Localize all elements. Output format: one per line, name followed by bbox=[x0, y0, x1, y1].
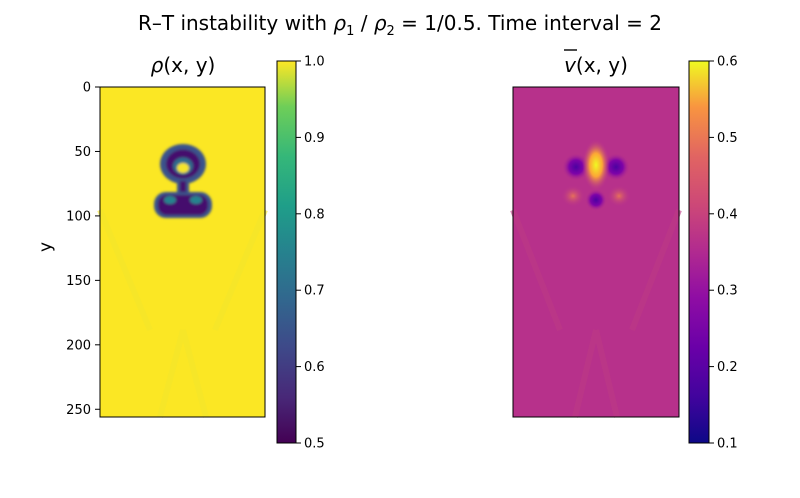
density-y-tick-label: 250 bbox=[66, 403, 91, 418]
density-y-tick-label: 0 bbox=[83, 81, 91, 96]
density-y-axis: 0 50 100 150 200 250 bbox=[66, 81, 100, 418]
density-y-tick-label: 100 bbox=[66, 209, 91, 224]
colorbar-tick-label: 0.2 bbox=[717, 360, 738, 375]
colorbar-tick-label: 0.6 bbox=[717, 55, 738, 70]
colorbar-tick-label: 1.0 bbox=[304, 55, 325, 70]
colorbar-tick-label: 0.6 bbox=[304, 360, 325, 375]
colorbar-tick-label: 0.7 bbox=[304, 284, 325, 299]
density-colorbar: 0.5 0.6 0.7 0.8 0.9 1.0 bbox=[276, 55, 325, 452]
density-y-tick-label: 50 bbox=[74, 145, 91, 160]
density-panel-title: ρ(x, y) bbox=[151, 53, 216, 77]
velocity-heatmap bbox=[510, 86, 682, 418]
density-y-tick-label: 150 bbox=[66, 274, 91, 289]
colorbar-tick-label: 0.8 bbox=[304, 207, 325, 222]
colorbar-tick-label: 0.1 bbox=[717, 437, 738, 452]
colorbar-tick-label: 0.5 bbox=[717, 131, 738, 146]
density-heatmap bbox=[97, 86, 268, 418]
velocity-panel-title: v(x, y) bbox=[564, 53, 628, 77]
colorbar-tick-label: 0.4 bbox=[717, 207, 738, 222]
colorbar-tick-label: 0.9 bbox=[304, 131, 325, 146]
density-y-tick-label: 200 bbox=[66, 338, 91, 353]
colorbar-tick-label: 0.3 bbox=[717, 284, 738, 299]
figure-title: R–T instability with ρ1 / ρ2 = 1/0.5. Ti… bbox=[138, 11, 662, 39]
velocity-panel: v(x, y) 0.1 0.2 0.3 0.4 0.5 0.6 bbox=[510, 49, 738, 452]
colorbar-tick-label: 0.5 bbox=[304, 437, 325, 452]
velocity-colorbar: 0.1 0.2 0.3 0.4 0.5 0.6 bbox=[688, 55, 738, 452]
density-y-axis-label: y bbox=[36, 242, 56, 252]
density-panel: ρ(x, y) 0 50 100 150 200 250 y bbox=[36, 53, 325, 452]
